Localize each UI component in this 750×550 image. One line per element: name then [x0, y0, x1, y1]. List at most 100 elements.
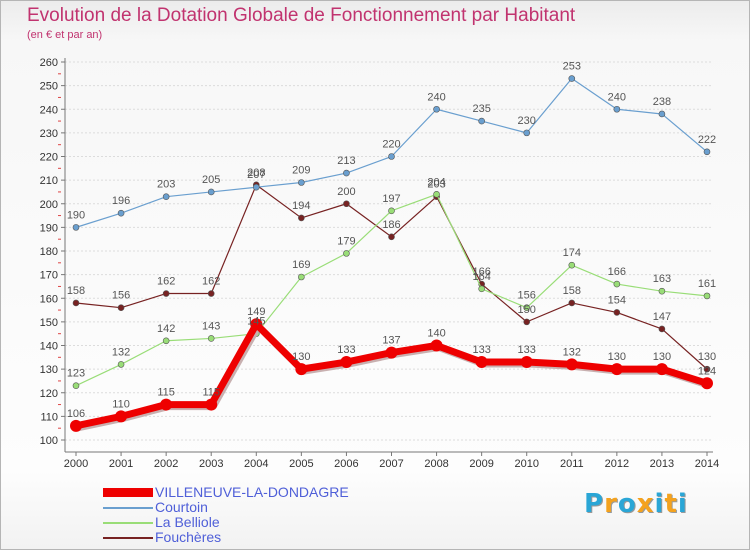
- data-point[interactable]: [72, 224, 80, 231]
- data-point[interactable]: [703, 292, 711, 300]
- data-point[interactable]: [72, 299, 80, 307]
- grid: [65, 61, 713, 441]
- data-point[interactable]: [610, 363, 623, 376]
- data-label: 124: [698, 365, 716, 377]
- y-tick-label: 140: [40, 341, 58, 353]
- y-tick-label: 130: [40, 364, 58, 376]
- data-label: 161: [698, 278, 716, 290]
- data-point[interactable]: [388, 207, 395, 215]
- data-point[interactable]: [162, 290, 170, 297]
- data-point[interactable]: [207, 188, 215, 196]
- data-point[interactable]: [117, 361, 125, 368]
- logo-letter: i: [677, 489, 688, 519]
- data-point[interactable]: [72, 382, 80, 389]
- data-point[interactable]: [162, 337, 170, 345]
- data-point[interactable]: [613, 280, 621, 288]
- data-label: 205: [202, 174, 220, 186]
- data-point[interactable]: [701, 377, 713, 390]
- data-point[interactable]: [117, 304, 125, 312]
- data-label: 166: [608, 266, 626, 278]
- data-point[interactable]: [343, 200, 350, 208]
- data-point[interactable]: [478, 117, 485, 125]
- data-point[interactable]: [207, 290, 215, 297]
- data-point[interactable]: [207, 335, 215, 342]
- data-point[interactable]: [568, 299, 576, 307]
- data-point[interactable]: [298, 214, 305, 222]
- data-point[interactable]: [115, 410, 128, 423]
- data-point[interactable]: [658, 110, 666, 118]
- data-label: 162: [202, 276, 220, 288]
- data-label: 235: [472, 103, 490, 115]
- y-tick-label: 240: [40, 104, 58, 116]
- data-point[interactable]: [655, 363, 668, 376]
- data-point[interactable]: [162, 193, 170, 200]
- data-labels: 106 110 115 115 149 130 133 137 140 133 133 132 130 1…: [67, 61, 716, 420]
- data-point[interactable]: [520, 356, 533, 369]
- data-point[interactable]: [568, 261, 576, 269]
- data-point[interactable]: [298, 273, 305, 281]
- data-point[interactable]: [205, 398, 218, 411]
- data-point[interactable]: [70, 419, 82, 432]
- data-point[interactable]: [523, 304, 531, 312]
- data-label: 132: [112, 346, 130, 358]
- y-tick-label: 150: [40, 317, 58, 329]
- data-point[interactable]: [430, 339, 443, 352]
- data-point[interactable]: [340, 356, 353, 369]
- data-point[interactable]: [565, 358, 578, 371]
- x-tick-label: 2007: [379, 458, 403, 470]
- logo-letter: i: [654, 489, 665, 519]
- data-label: 208: [247, 167, 265, 179]
- data-label: 133: [337, 344, 355, 356]
- data-point[interactable]: [613, 309, 621, 316]
- data-label: 147: [653, 311, 671, 323]
- data-point[interactable]: [658, 325, 666, 333]
- legend-label-villeneuve: VILLENEUVE-LA-DONDAGRE: [155, 484, 349, 500]
- data-label: 106: [67, 408, 85, 420]
- y-tick-label: 120: [40, 388, 58, 400]
- data-point[interactable]: [475, 356, 488, 369]
- data-point[interactable]: [385, 346, 398, 359]
- y-tick-label: 190: [40, 222, 58, 234]
- data-point[interactable]: [523, 318, 531, 326]
- data-label: 156: [112, 290, 130, 302]
- legend-swatch-foucheres: [103, 537, 153, 539]
- data-point[interactable]: [433, 105, 440, 113]
- data-point[interactable]: [613, 105, 621, 113]
- data-point[interactable]: [433, 191, 440, 198]
- data-label: 149: [247, 306, 265, 318]
- data-point[interactable]: [523, 129, 531, 137]
- legend-swatch-la-belliole: [103, 522, 153, 524]
- data-label: 130: [698, 351, 716, 363]
- data-label: 137: [382, 335, 400, 347]
- data-point[interactable]: [250, 318, 263, 331]
- data-point[interactable]: [568, 75, 576, 82]
- data-label: 150: [518, 304, 536, 316]
- data-label: 230: [518, 115, 536, 127]
- data-point[interactable]: [478, 285, 485, 293]
- data-point[interactable]: [343, 250, 350, 257]
- data-point[interactable]: [252, 183, 260, 191]
- data-label: 130: [653, 351, 671, 363]
- data-point[interactable]: [388, 233, 395, 241]
- y-tick-label: 260: [40, 57, 58, 69]
- data-label: 166: [472, 266, 490, 278]
- data-label: 238: [653, 96, 671, 108]
- data-label: 132: [563, 346, 581, 358]
- data-label: 207: [247, 169, 265, 181]
- data-point[interactable]: [117, 209, 125, 217]
- y-tick-label: 220: [40, 152, 58, 164]
- data-point[interactable]: [298, 179, 305, 186]
- data-point[interactable]: [703, 148, 711, 156]
- y-tick-label: 110: [40, 411, 58, 423]
- data-label: 133: [518, 344, 536, 356]
- data-point[interactable]: [388, 153, 395, 160]
- series-courtoin: [72, 75, 711, 231]
- data-point[interactable]: [160, 398, 173, 411]
- data-point[interactable]: [703, 365, 711, 373]
- data-label: 174: [563, 247, 581, 259]
- data-point[interactable]: [658, 287, 666, 295]
- x-tick-label: 2001: [109, 458, 133, 470]
- data-point[interactable]: [295, 363, 308, 376]
- data-point[interactable]: [343, 169, 350, 177]
